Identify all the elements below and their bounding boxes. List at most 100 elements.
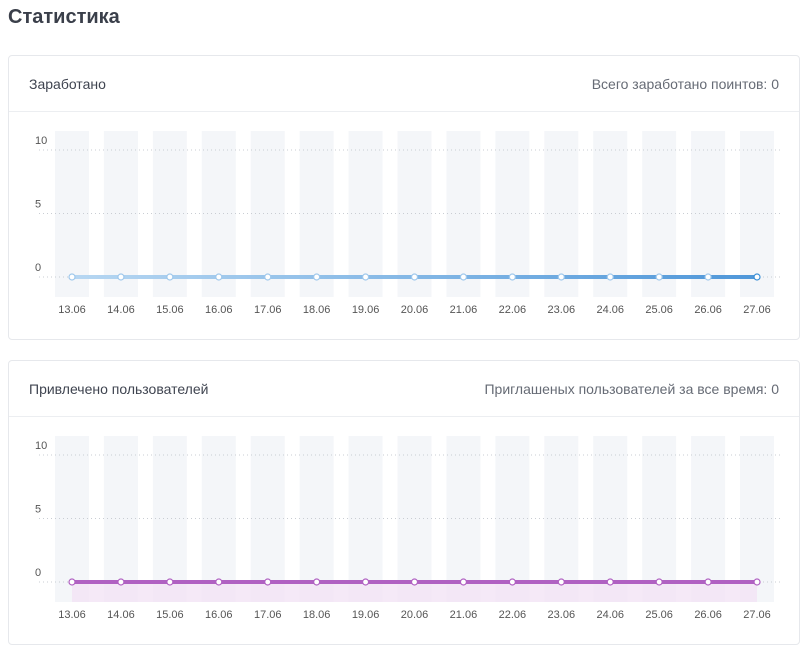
- data-point[interactable]: [459, 273, 468, 281]
- data-point[interactable]: [117, 578, 125, 586]
- data-point[interactable]: [606, 273, 614, 281]
- x-tick-label: 20.06: [401, 609, 429, 621]
- x-tick-label: 13.06: [58, 304, 86, 316]
- y-tick-label: 0: [35, 567, 41, 579]
- x-tick-label: 18.06: [303, 304, 331, 316]
- y-tick-label: 0: [35, 262, 41, 274]
- x-tick-label: 13.06: [58, 609, 86, 621]
- earned-total-summary: Всего заработано поинтов: 0: [591, 76, 779, 92]
- data-point[interactable]: [459, 578, 468, 586]
- data-point[interactable]: [264, 273, 272, 281]
- x-tick-label: 26.06: [694, 609, 722, 621]
- data-point[interactable]: [557, 273, 565, 281]
- x-tick-label: 24.06: [596, 304, 624, 316]
- x-tick-label: 27.06: [743, 609, 771, 621]
- chart-band: [593, 436, 628, 602]
- x-tick-label: 21.06: [450, 304, 478, 316]
- x-tick-label: 25.06: [645, 609, 673, 621]
- chart-band: [152, 131, 187, 297]
- data-point[interactable]: [508, 578, 516, 586]
- chart-band: [201, 436, 236, 602]
- x-tick-label: 24.06: [596, 609, 624, 621]
- chart-band: [544, 131, 579, 297]
- earned-card-title: Заработано: [29, 76, 106, 92]
- data-point[interactable]: [410, 578, 419, 586]
- data-point[interactable]: [68, 578, 76, 586]
- x-tick-label: 22.06: [499, 304, 527, 316]
- chart-band: [495, 436, 530, 602]
- data-point[interactable]: [704, 273, 712, 281]
- x-tick-label: 27.06: [743, 304, 771, 316]
- chart-band: [299, 131, 334, 297]
- data-point[interactable]: [215, 578, 223, 586]
- chart-band: [544, 436, 579, 602]
- x-tick-label: 14.06: [107, 304, 135, 316]
- referrals-total-summary: Приглашеных пользователей за все время: …: [484, 381, 779, 397]
- chart-band: [348, 131, 383, 297]
- referrals-chart-svg[interactable]: 0 5 10 13.06 14.06 15.06 16.06 17.06 18.06 19.06 2…: [9, 417, 801, 646]
- data-point[interactable]: [313, 578, 321, 586]
- data-point[interactable]: [655, 578, 663, 586]
- data-point[interactable]: [215, 273, 223, 281]
- x-tick-label: 20.06: [401, 304, 429, 316]
- chart-band: [593, 131, 628, 297]
- referrals-card-title: Привлечено пользователей: [29, 381, 209, 397]
- x-tick-label: 17.06: [254, 609, 282, 621]
- data-point[interactable]: [704, 578, 712, 586]
- x-tick-label: 16.06: [205, 609, 233, 621]
- chart-band: [348, 436, 383, 602]
- referrals-card: Привлечено пользователей Приглашеных пол…: [8, 360, 800, 645]
- chart-band: [495, 131, 530, 297]
- x-tick-label: 22.06: [499, 609, 527, 621]
- x-tick-label: 23.06: [548, 304, 576, 316]
- chart-band: [299, 436, 334, 602]
- x-tick-label: 15.06: [156, 609, 184, 621]
- data-point[interactable]: [166, 578, 174, 586]
- x-tick-label: 18.06: [303, 609, 331, 621]
- referrals-card-header: Привлечено пользователей Приглашеных пол…: [9, 361, 799, 417]
- chart-band: [740, 131, 775, 297]
- y-tick-label: 10: [35, 135, 47, 147]
- y-tick-label: 10: [35, 440, 47, 452]
- referrals-chart[interactable]: 0 5 10 13.06 14.06 15.06 16.06 17.06 18.06 19.06 2…: [9, 417, 801, 646]
- x-tick-label: 19.06: [352, 609, 380, 621]
- data-point[interactable]: [68, 273, 76, 281]
- data-point[interactable]: [753, 578, 761, 586]
- area-fill: [72, 582, 758, 602]
- data-point[interactable]: [264, 578, 272, 586]
- x-tick-label: 25.06: [645, 304, 673, 316]
- data-point[interactable]: [166, 273, 174, 281]
- data-point[interactable]: [410, 273, 419, 281]
- x-tick-label: 26.06: [694, 304, 722, 316]
- chart-band: [397, 436, 432, 602]
- data-point[interactable]: [606, 578, 614, 586]
- chart-band: [103, 436, 138, 602]
- x-tick-label: 17.06: [254, 304, 282, 316]
- earned-chart[interactable]: 0 5 10 13.06 14.06 15.06 16.06 17.06 18.06 19.06 2…: [9, 112, 801, 341]
- data-point[interactable]: [753, 273, 761, 281]
- earned-chart-svg[interactable]: 0 5 10 13.06 14.06 15.06 16.06 17.06 18.06 19.06 2…: [9, 112, 801, 341]
- chart-band: [740, 436, 775, 602]
- x-tick-label: 23.06: [548, 609, 576, 621]
- x-tick-label: 15.06: [156, 304, 184, 316]
- data-point[interactable]: [361, 273, 370, 281]
- data-point[interactable]: [313, 273, 321, 281]
- chart-band: [152, 436, 187, 602]
- x-tick-label: 19.06: [352, 304, 380, 316]
- data-point[interactable]: [655, 273, 663, 281]
- chart-band: [397, 131, 432, 297]
- y-tick-label: 5: [35, 199, 41, 211]
- x-tick-label: 16.06: [205, 304, 233, 316]
- page-title: Статистика: [8, 6, 120, 28]
- y-tick-label: 5: [35, 504, 41, 516]
- chart-band: [201, 131, 236, 297]
- data-point[interactable]: [557, 578, 565, 586]
- data-point[interactable]: [361, 578, 370, 586]
- data-point[interactable]: [117, 273, 125, 281]
- chart-band: [103, 131, 138, 297]
- earned-card-header: Заработано Всего заработано поинтов: 0: [9, 56, 799, 112]
- earned-card: Заработано Всего заработано поинтов: 0 0…: [8, 55, 800, 340]
- x-tick-label: 21.06: [450, 609, 478, 621]
- data-point[interactable]: [508, 273, 516, 281]
- x-tick-label: 14.06: [107, 609, 135, 621]
